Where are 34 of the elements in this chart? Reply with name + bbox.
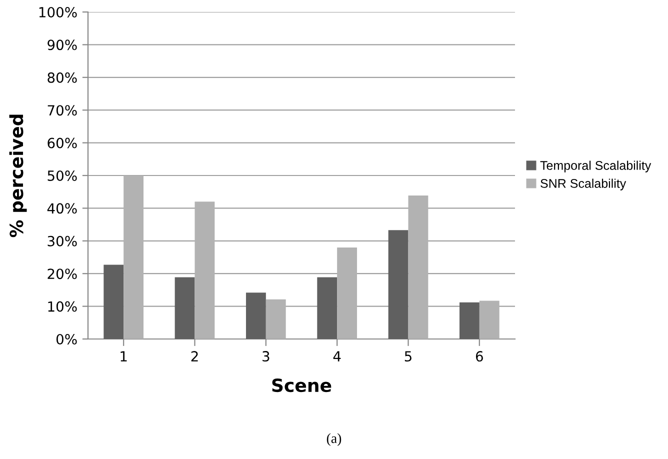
bar: [104, 264, 124, 339]
text: (a): [326, 433, 342, 446]
bar: [317, 277, 338, 339]
y-axis-title: % perceived: [9, 114, 27, 238]
x-tick-label: 3: [262, 351, 270, 362]
legend-label: Temporal Scalability: [540, 160, 652, 172]
bar: [266, 299, 286, 339]
y-tick-label: 90%: [48, 40, 77, 50]
y-tick-label: 40%: [47, 203, 77, 214]
x-tick-label: 6: [476, 351, 483, 362]
y-tick-label: 50%: [48, 170, 77, 181]
bar: [479, 300, 500, 339]
x-tick-label: 4: [333, 351, 341, 362]
bar: [194, 202, 215, 339]
bar: [124, 176, 144, 339]
bar: [246, 292, 266, 339]
x-tick-label: 2: [191, 351, 198, 362]
y-tick-label: 60%: [48, 138, 77, 148]
bar: [459, 302, 480, 339]
y-tick-label: 20%: [48, 268, 77, 280]
bar: [337, 247, 358, 339]
y-tick-label: 30%: [48, 236, 77, 246]
x-axis-title: Scene: [272, 378, 332, 392]
x-tick-label: 5: [404, 351, 412, 362]
y-tick-label: 100%: [39, 6, 77, 18]
bar: [408, 195, 428, 339]
x-tick-label: 1: [120, 351, 127, 362]
bar: [174, 277, 195, 339]
bar: [388, 230, 408, 339]
legend-label: SNR Scalability: [540, 178, 626, 190]
y-tick-label: 0%: [56, 334, 77, 344]
y-tick-label: 10%: [48, 301, 77, 312]
y-tick-label: 80%: [48, 72, 77, 83]
y-tick-label: 70%: [48, 105, 77, 116]
